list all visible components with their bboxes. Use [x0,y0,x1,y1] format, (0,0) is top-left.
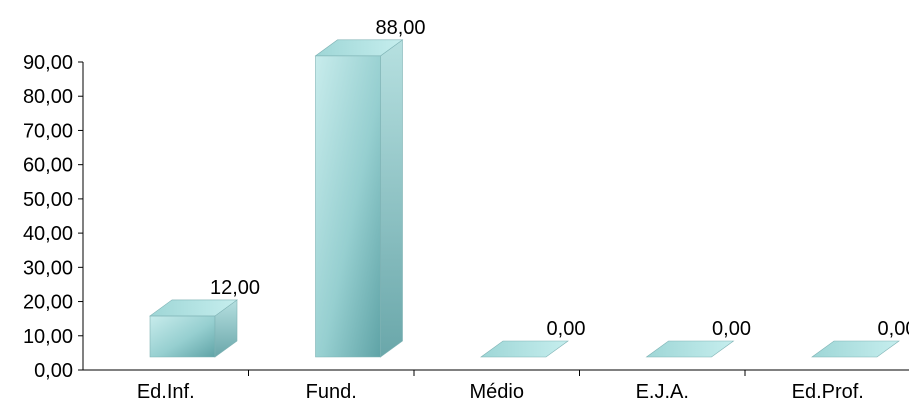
bar [149,299,238,358]
bar [811,340,900,358]
y-tick-label: 30,00 [23,257,73,279]
x-tick-label: Ed.Prof. [792,381,864,403]
y-tick-label: 10,00 [23,326,73,348]
bar [480,340,569,358]
bar-value-label: 0,00 [878,318,909,340]
bar-side [380,39,403,358]
bar-top [480,340,569,358]
bar-front [315,55,381,358]
y-tick-label: 40,00 [23,223,73,245]
y-tick-label: 0,00 [34,360,73,382]
bar-value-label: 0,00 [547,318,586,340]
bar [314,39,404,358]
x-tick-label: E.J.A. [636,381,689,403]
x-tick-label: Ed.Inf. [137,381,195,403]
bar-top [811,340,900,358]
x-tick-label: Fund. [306,381,357,403]
y-tick-label: 60,00 [23,155,73,177]
bar-value-label: 0,00 [712,318,751,340]
y-tick-label: 20,00 [23,292,73,314]
bar-value-label: 88,00 [375,17,425,39]
x-tick-label: Médio [470,381,524,403]
bar [645,340,735,358]
bar-top [149,299,238,317]
bar-top [645,340,735,358]
y-tick-label: 50,00 [23,189,73,211]
y-tick-label: 80,00 [23,86,73,108]
bar-front [149,315,216,358]
bar-top [314,39,404,57]
y-tick-label: 70,00 [23,120,73,142]
y-tick-label: 90,00 [23,52,73,74]
bar-value-label: 12,00 [210,277,260,299]
